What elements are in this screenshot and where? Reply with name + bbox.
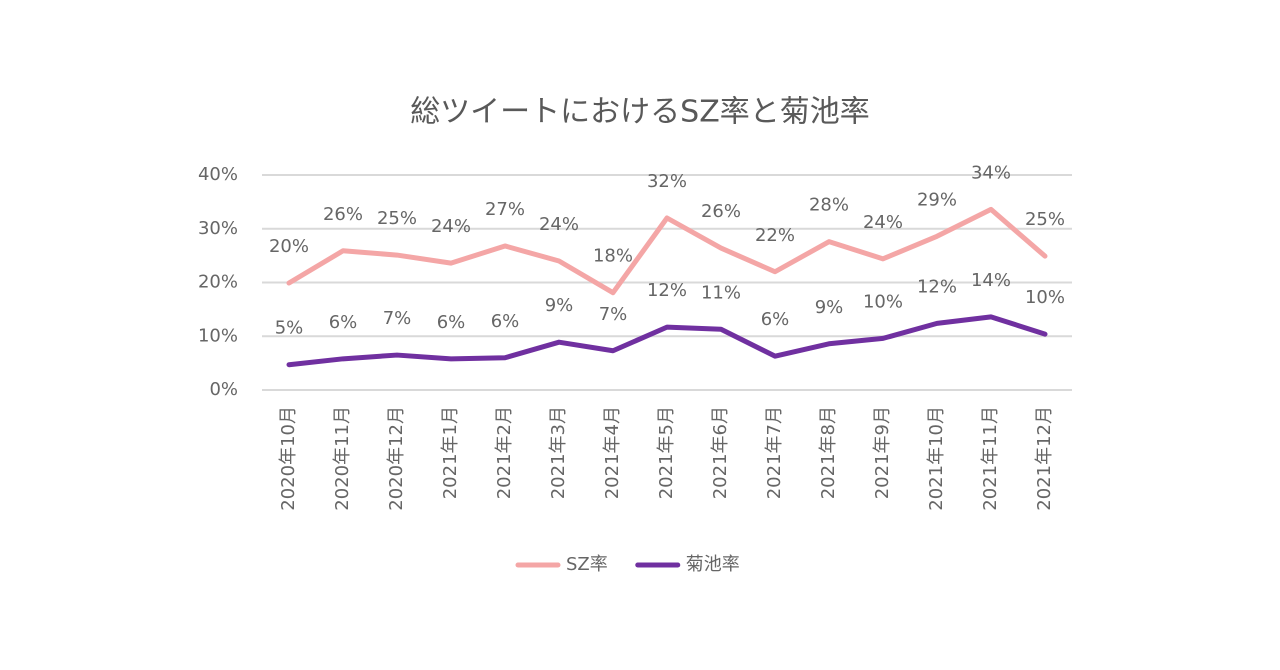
y-tick-label: 10% xyxy=(198,325,238,346)
line-series xyxy=(286,314,1048,368)
x-tick-label: 2020年12月 xyxy=(386,406,407,511)
data-label: 27% xyxy=(485,199,525,220)
chart-title: 総ツイートにおけるSZ率と菊池率 xyxy=(410,95,870,130)
y-tick-label: 40% xyxy=(198,164,238,185)
data-label: 6% xyxy=(437,312,466,333)
x-tick-label: 2021年2月 xyxy=(494,406,515,499)
data-label: 32% xyxy=(647,171,687,192)
legend-label: 菊池率 xyxy=(686,554,740,575)
x-tick-label: 2021年12月 xyxy=(1034,406,1055,511)
legend-label: SZ率 xyxy=(566,554,608,575)
data-label: 29% xyxy=(917,189,957,210)
data-label: 34% xyxy=(971,162,1011,183)
data-label: 5% xyxy=(275,318,304,339)
data-label: 18% xyxy=(593,246,633,267)
data-label: 25% xyxy=(1025,209,1065,230)
data-label: 7% xyxy=(599,304,628,325)
data-label: 9% xyxy=(815,297,844,318)
data-label: 25% xyxy=(377,208,417,229)
x-tick-label: 2021年6月 xyxy=(710,406,731,499)
data-label: 24% xyxy=(863,212,903,233)
data-label: 12% xyxy=(647,280,687,301)
data-label: 24% xyxy=(539,214,579,235)
data-label: 14% xyxy=(971,270,1011,291)
x-tick-label: 2021年8月 xyxy=(818,406,839,499)
line-series xyxy=(286,206,1048,296)
x-tick-label: 2021年7月 xyxy=(764,406,785,499)
x-tick-label: 2021年4月 xyxy=(602,406,623,499)
x-tick-label: 2021年5月 xyxy=(656,406,677,499)
data-label: 28% xyxy=(809,195,849,216)
x-tick-label: 2020年11月 xyxy=(332,406,353,511)
x-tick-label: 2021年10月 xyxy=(926,406,947,511)
y-tick-label: 20% xyxy=(198,272,238,293)
data-label: 10% xyxy=(863,291,903,312)
data-label: 26% xyxy=(323,204,363,225)
y-tick-label: 0% xyxy=(209,379,238,400)
data-label: 12% xyxy=(917,276,957,297)
x-tick-label: 2021年1月 xyxy=(440,406,461,499)
data-label: 22% xyxy=(755,225,795,246)
data-label: 20% xyxy=(269,236,309,257)
data-label: 6% xyxy=(491,311,520,332)
y-tick-label: 30% xyxy=(198,218,238,239)
data-label: 6% xyxy=(761,309,790,330)
x-tick-label: 2021年11月 xyxy=(980,406,1001,511)
data-label: 6% xyxy=(329,312,358,333)
data-label: 7% xyxy=(383,308,412,329)
data-label: 10% xyxy=(1025,287,1065,308)
x-tick-label: 2021年9月 xyxy=(872,406,893,499)
data-label: 24% xyxy=(431,216,471,237)
data-label: 11% xyxy=(701,282,741,303)
data-label: 26% xyxy=(701,201,741,222)
x-tick-label: 2021年3月 xyxy=(548,406,569,499)
x-tick-label: 2020年10月 xyxy=(278,406,299,511)
data-label: 9% xyxy=(545,295,574,316)
